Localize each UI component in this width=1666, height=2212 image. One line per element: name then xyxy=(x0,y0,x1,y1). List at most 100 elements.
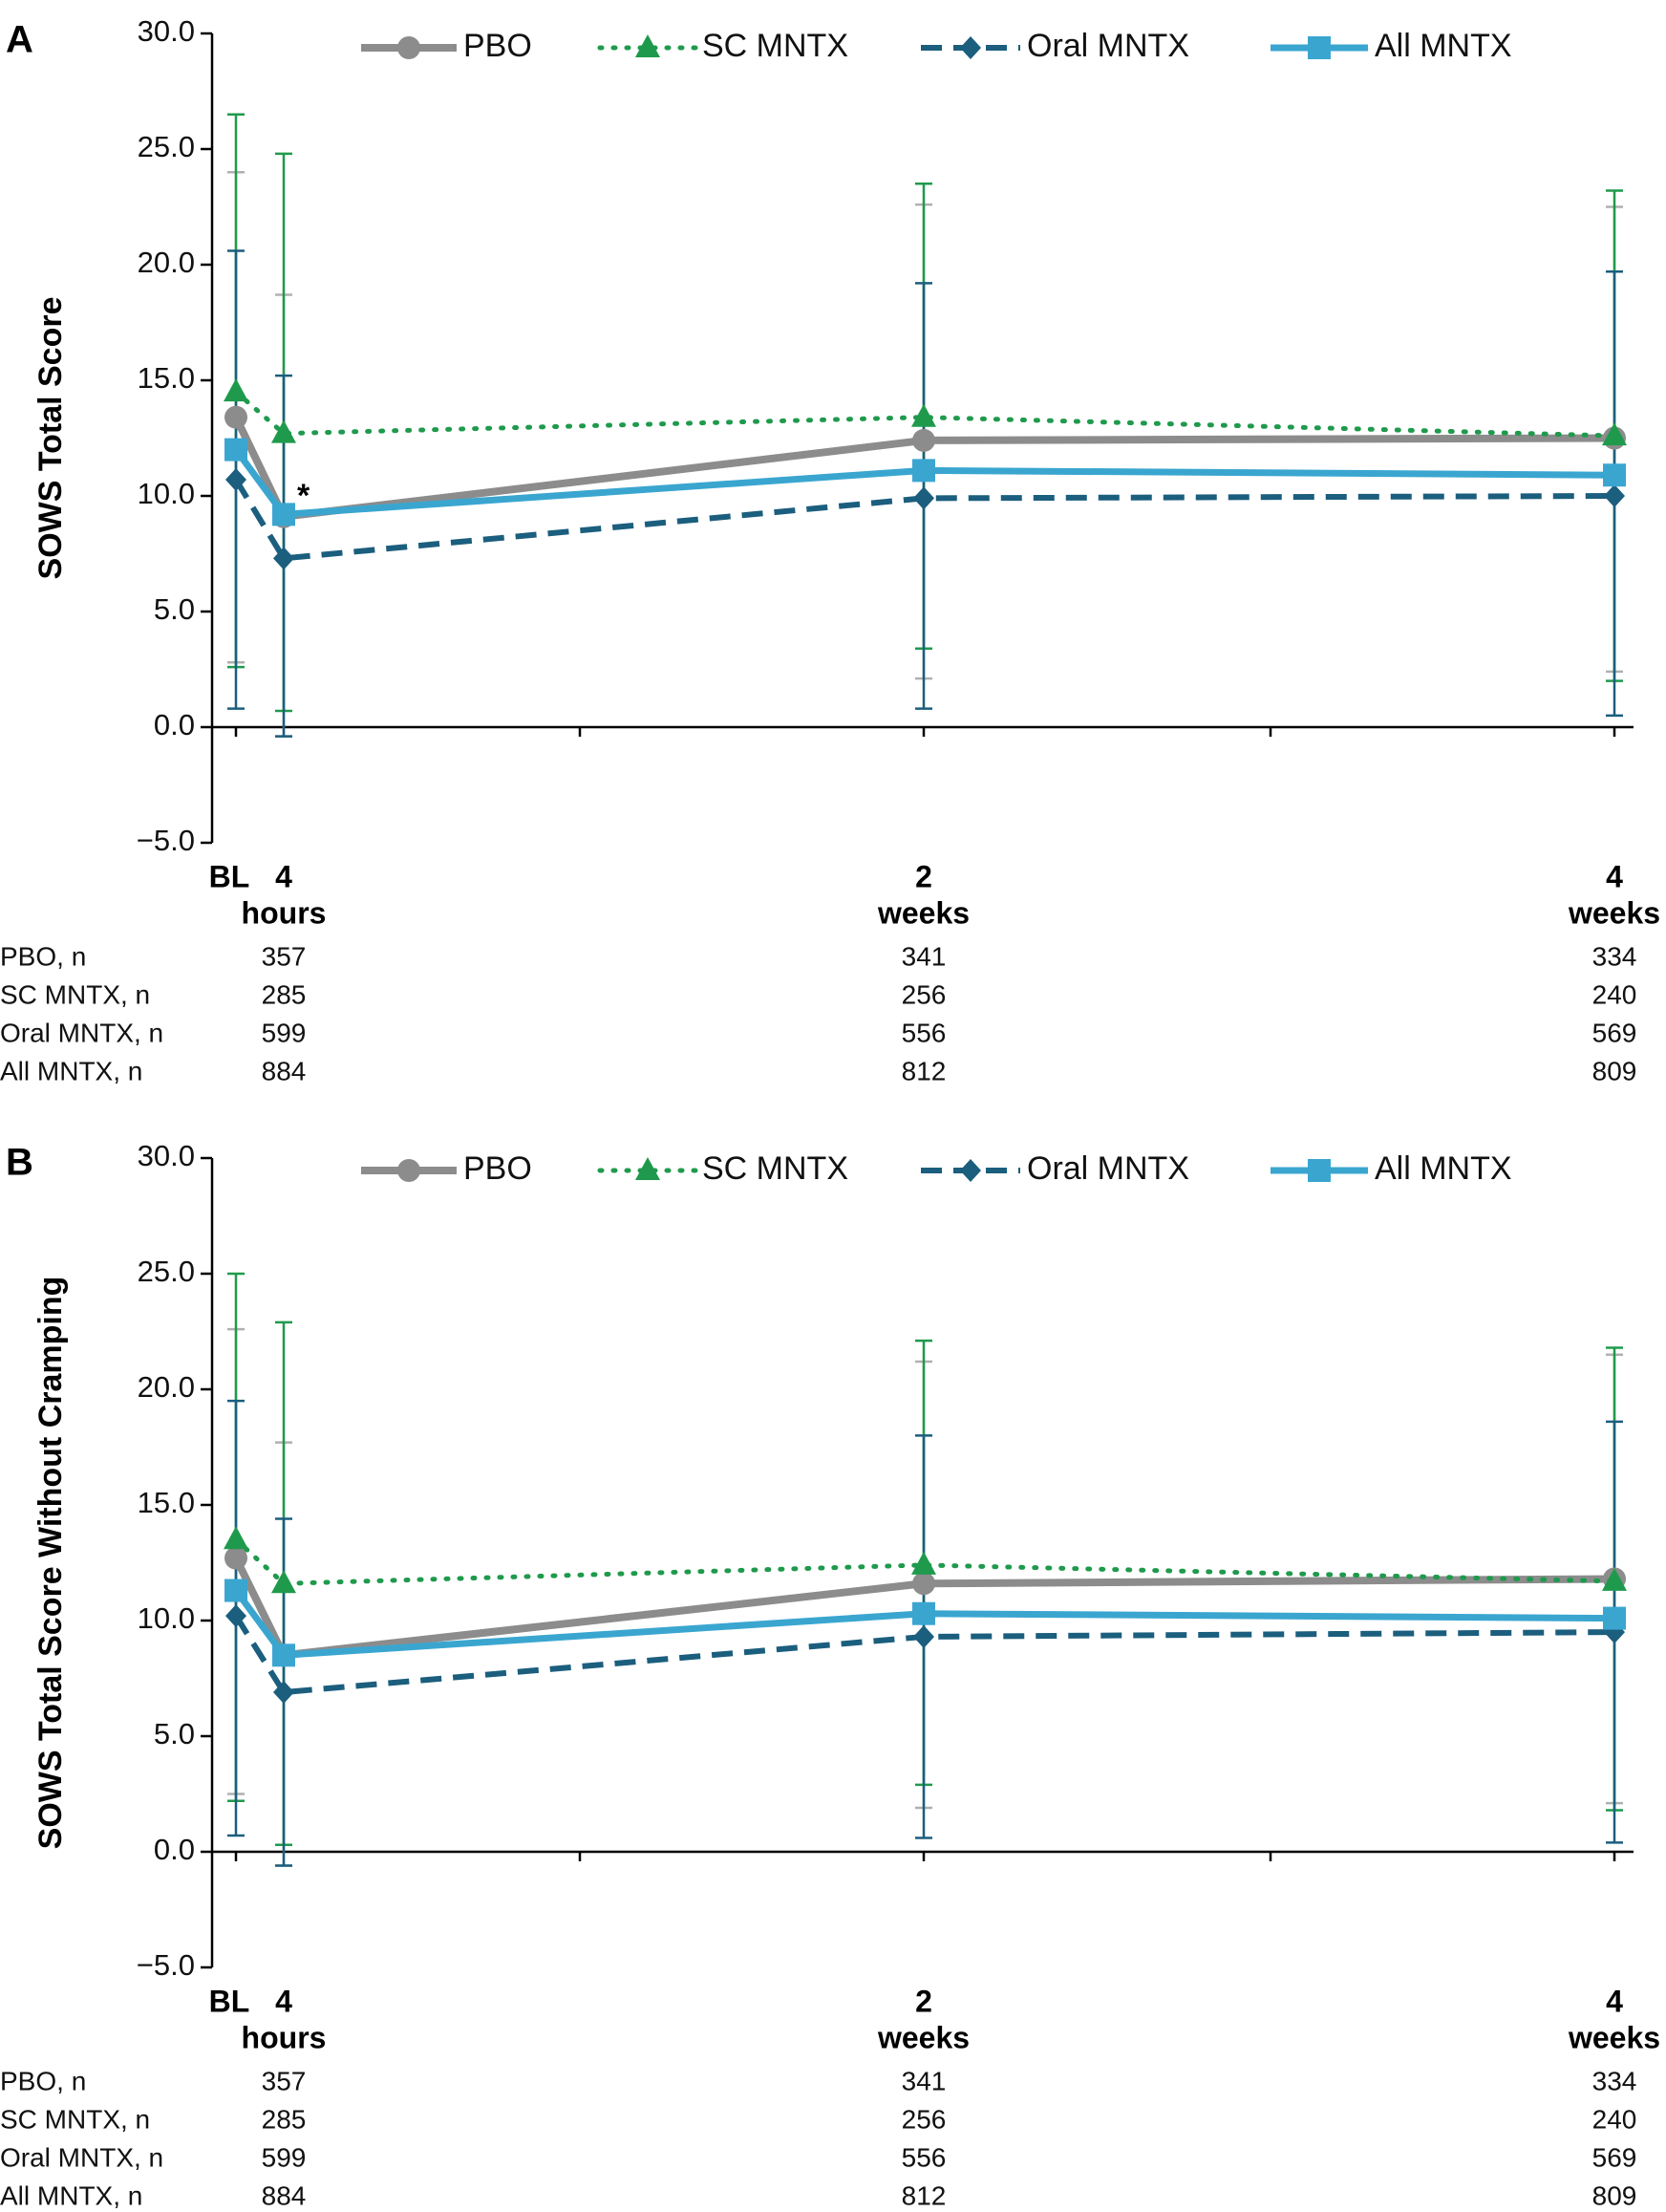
y-axis-label: SOWS Total Score xyxy=(32,297,69,580)
y-axis-label: SOWS Total Score Without Cramping xyxy=(32,1277,69,1850)
x-category-label: 2 xyxy=(915,1984,932,2018)
panel-a: A −5.0 0.0 5.0 10.0 15.0 20.0 25.0 30.0 SOWS Tota… xyxy=(0,14,1660,1085)
legend-item-sc: SC MNTX xyxy=(597,28,848,64)
legend-label: Oral MNTX xyxy=(1027,28,1189,64)
legend-marker xyxy=(1308,36,1331,59)
n-table-value: 599 xyxy=(262,1018,307,1047)
legend-marker xyxy=(635,34,660,57)
y-tick-label: 15.0 xyxy=(138,361,195,395)
n-table-row-label: All MNTX, n xyxy=(0,1056,142,1085)
data-point-all xyxy=(272,1643,295,1667)
data-point-oral xyxy=(225,468,246,492)
n-table-value: 569 xyxy=(1592,2142,1637,2172)
n-table-value: 809 xyxy=(1592,1056,1637,1085)
y-tick-label: 0.0 xyxy=(154,1833,195,1866)
n-table-value: 599 xyxy=(262,2142,307,2172)
legend-item-sc: SC MNTX xyxy=(597,1150,848,1187)
legend-label: Oral MNTX xyxy=(1027,1150,1189,1187)
n-table-value: 357 xyxy=(262,2066,307,2095)
data-point-oral xyxy=(1604,484,1625,507)
y-tick-label: 10.0 xyxy=(138,477,195,510)
n-table-value: 341 xyxy=(902,2066,947,2095)
n-table-value: 334 xyxy=(1592,2066,1637,2095)
data-point-sc xyxy=(1602,1567,1627,1591)
data-point-all xyxy=(272,503,295,526)
data-point-pbo xyxy=(224,405,247,429)
legend-label: SC MNTX xyxy=(702,1150,848,1187)
data-point-pbo xyxy=(224,1546,247,1570)
y-tick-label: 20.0 xyxy=(138,1370,195,1404)
data-point-oral xyxy=(913,1624,934,1648)
n-table-row-label: PBO, n xyxy=(0,2066,86,2095)
series-line-pbo xyxy=(232,1556,1615,1660)
x-category-label: 4 xyxy=(275,859,292,893)
x-category-label: 4 xyxy=(1606,859,1623,893)
x-category-label: weeks xyxy=(1568,895,1660,930)
legend-label: PBO xyxy=(463,28,532,64)
legend-marker xyxy=(397,1159,420,1182)
legend-marker xyxy=(1308,1159,1331,1182)
n-table-value: 812 xyxy=(902,1056,947,1085)
n-table-value: 812 xyxy=(902,2180,947,2210)
n-table-value: 334 xyxy=(1592,941,1637,971)
data-point-oral xyxy=(913,486,934,510)
data-point-sc xyxy=(271,1570,296,1594)
data-point-pbo xyxy=(912,428,935,452)
legend-label: All MNTX xyxy=(1375,28,1512,64)
x-category-label: weeks xyxy=(877,895,970,930)
n-table-row-label: Oral MNTX, n xyxy=(0,1018,163,1047)
data-point-sc xyxy=(911,403,936,427)
series-line-all xyxy=(233,447,1615,518)
legend-label: All MNTX xyxy=(1375,1150,1512,1187)
n-table-row-label: SC MNTX, n xyxy=(0,2104,150,2134)
legend-marker xyxy=(397,36,420,59)
panel-b: B −5.0 0.0 5.0 10.0 15.0 20.0 25.0 30.0 SOWS Tota… xyxy=(0,1139,1660,2210)
n-table-value: 884 xyxy=(262,2180,307,2210)
legend-item-oral: Oral MNTX xyxy=(921,28,1189,64)
data-point-all xyxy=(1603,463,1626,487)
legend-marker xyxy=(635,1157,660,1180)
y-tick-label: −5.0 xyxy=(137,824,195,857)
y-tick-label: 20.0 xyxy=(138,246,195,279)
data-point-all xyxy=(912,1601,935,1625)
n-table-value: 240 xyxy=(1592,979,1637,1009)
legend-label: PBO xyxy=(463,1150,532,1187)
legend-marker xyxy=(960,1159,981,1182)
panel-label: A xyxy=(6,19,33,61)
legend-item-oral: Oral MNTX xyxy=(921,1150,1189,1187)
legend: PBO SC MNTX Oral MNTX All MNTX xyxy=(361,28,1512,64)
legend-label: SC MNTX xyxy=(702,28,848,64)
data-point-sc xyxy=(224,1526,248,1550)
y-tick-label: 10.0 xyxy=(138,1601,195,1635)
data-point-all xyxy=(224,1578,247,1602)
n-table-value: 240 xyxy=(1592,2104,1637,2134)
n-table-value: 556 xyxy=(902,2142,947,2172)
x-category-label: weeks xyxy=(1568,2020,1660,2054)
series-line-oral xyxy=(233,478,1615,562)
n-table-value: 256 xyxy=(902,979,947,1009)
data-point-all xyxy=(1603,1606,1626,1630)
x-category-label: BL xyxy=(209,859,250,893)
series-line-pbo xyxy=(232,415,1615,521)
n-table-value: 884 xyxy=(262,1056,307,1085)
significance-annotation: * xyxy=(297,478,310,514)
n-table-value: 285 xyxy=(262,2104,307,2134)
y-tick-label: 0.0 xyxy=(154,708,195,741)
panel-label: B xyxy=(6,1142,33,1184)
data-point-pbo xyxy=(912,1572,935,1596)
n-table-value: 809 xyxy=(1592,2180,1637,2210)
legend-item-pbo: PBO xyxy=(361,1150,532,1187)
data-point-all xyxy=(224,438,247,462)
x-category-label: BL xyxy=(209,1984,250,2018)
n-table-row-label: PBO, n xyxy=(0,941,86,971)
n-table-value: 556 xyxy=(902,1018,947,1047)
x-category-label: 2 xyxy=(915,859,932,893)
y-tick-label: 30.0 xyxy=(138,1139,195,1172)
legend-item-pbo: PBO xyxy=(361,28,532,64)
data-point-sc xyxy=(224,378,248,402)
y-tick-label: 15.0 xyxy=(138,1486,195,1519)
legend-item-all: All MNTX xyxy=(1271,28,1512,64)
n-table-value: 285 xyxy=(262,979,307,1009)
x-category-label: 4 xyxy=(275,1984,292,2018)
